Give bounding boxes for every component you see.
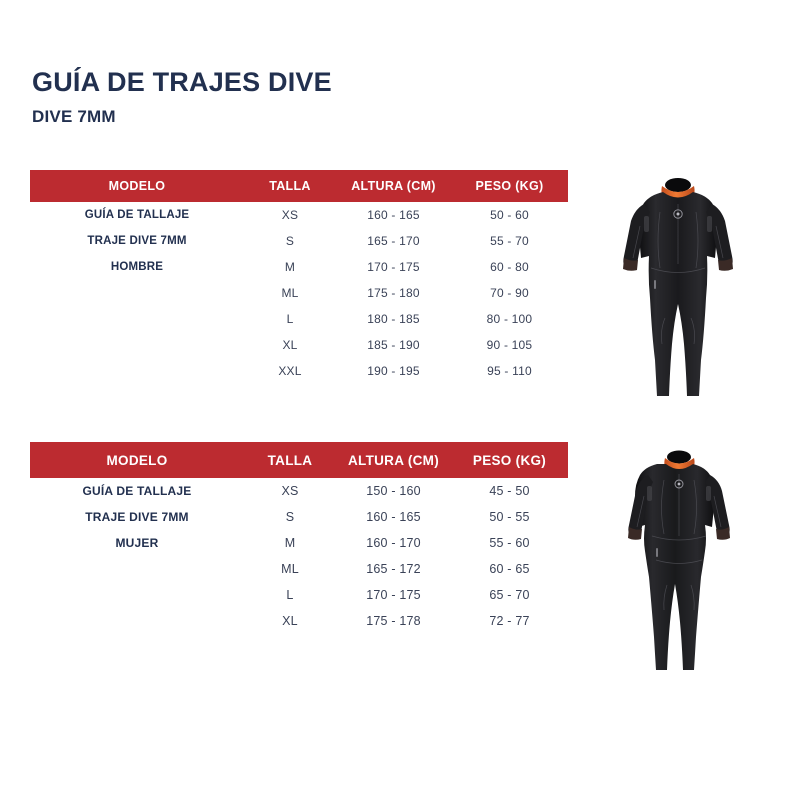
table-row: ML 165 - 172 60 - 65 xyxy=(30,556,568,582)
cell-modelo: HOMBRE xyxy=(110,261,164,273)
column-header-talla: TALLA xyxy=(267,452,313,468)
cell-altura: 170 - 175 xyxy=(366,588,421,602)
cell-altura: 185 - 190 xyxy=(367,338,420,352)
cell-modelo: TRAJE DIVE 7MM xyxy=(85,510,189,524)
cell-talla: XL xyxy=(282,338,298,352)
wetsuit-image-women xyxy=(622,440,736,676)
table-row: HOMBRE M 170 - 175 60 - 80 xyxy=(30,254,568,280)
cell-talla: ML xyxy=(281,562,299,576)
cell-talla: XS xyxy=(281,208,299,222)
cell-peso: 90 - 105 xyxy=(486,338,533,352)
cell-altura: 165 - 172 xyxy=(366,562,421,576)
cell-peso: 50 - 60 xyxy=(490,208,529,222)
cell-talla: L xyxy=(286,312,294,326)
cell-peso: 45 - 50 xyxy=(489,484,530,498)
table-row: XL 185 - 190 90 - 105 xyxy=(30,332,568,358)
cell-talla: ML xyxy=(281,286,299,300)
cell-modelo: TRAJE DIVE 7MM xyxy=(87,235,187,247)
table-row: TRAJE DIVE 7MM S 165 - 170 55 - 70 xyxy=(30,228,568,254)
cell-talla: S xyxy=(285,234,295,248)
cell-modelo: GUÍA DE TALLAJE xyxy=(82,484,192,498)
table-header-row-men: MODELO TALLA ALTURA (CM) PESO (KG) xyxy=(30,170,568,202)
table-row: GUÍA DE TALLAJE XS 160 - 165 50 - 60 xyxy=(30,202,568,228)
cell-peso: 60 - 65 xyxy=(489,562,530,576)
cell-altura: 175 - 178 xyxy=(366,614,421,628)
cell-peso: 55 - 60 xyxy=(489,536,530,550)
cell-peso: 70 - 90 xyxy=(490,286,529,300)
wetsuit-image-men xyxy=(618,168,738,408)
cell-altura: 175 - 180 xyxy=(367,286,420,300)
cell-peso: 72 - 77 xyxy=(489,614,530,628)
cell-talla: M xyxy=(284,536,296,550)
cell-talla: XXL xyxy=(278,364,302,378)
cell-talla: M xyxy=(284,260,296,274)
cell-peso: 95 - 110 xyxy=(487,364,532,378)
column-header-altura: ALTURA (CM) xyxy=(347,452,440,468)
table-row: L 180 - 185 80 - 100 xyxy=(30,306,568,332)
cell-altura: 160 - 170 xyxy=(366,536,421,550)
cell-talla: L xyxy=(286,588,294,602)
cell-altura: 190 - 195 xyxy=(367,364,420,378)
table-row: L 170 - 175 65 - 70 xyxy=(30,582,568,608)
column-header-altura: ALTURA (CM) xyxy=(351,179,436,193)
column-header-talla: TALLA xyxy=(269,179,311,193)
column-header-modelo: MODELO xyxy=(106,452,168,468)
table-row: XL 175 - 178 72 - 77 xyxy=(30,608,568,634)
column-header-modelo: MODELO xyxy=(108,179,166,193)
size-table-women: MODELO TALLA ALTURA (CM) PESO (KG) GUÍA … xyxy=(30,442,568,634)
cell-peso: 60 - 80 xyxy=(490,260,529,274)
cell-altura: 160 - 165 xyxy=(367,208,420,222)
wetsuit-women-illustration xyxy=(628,450,730,670)
cell-peso: 80 - 100 xyxy=(486,312,533,326)
table-row: ML 175 - 180 70 - 90 xyxy=(30,280,568,306)
cell-altura: 160 - 165 xyxy=(366,510,421,524)
page-subtitle: DIVE 7MM xyxy=(32,106,116,126)
wetsuit-men-illustration xyxy=(623,178,733,396)
cell-altura: 150 - 160 xyxy=(366,484,421,498)
cell-talla: S xyxy=(285,510,295,524)
page-title: GUÍA DE TRAJES DIVE xyxy=(32,67,332,97)
table-row: XXL 190 - 195 95 - 110 xyxy=(30,358,568,384)
cell-modelo: GUÍA DE TALLAJE xyxy=(84,209,190,221)
cell-peso: 65 - 70 xyxy=(489,588,530,602)
cell-altura: 180 - 185 xyxy=(367,312,420,326)
cell-talla: XS xyxy=(281,484,299,498)
size-table-men: MODELO TALLA ALTURA (CM) PESO (KG) GUÍA … xyxy=(30,170,568,384)
table-row: MUJER M 160 - 170 55 - 60 xyxy=(30,530,568,556)
cell-altura: 170 - 175 xyxy=(367,260,420,274)
table-header-row-women: MODELO TALLA ALTURA (CM) PESO (KG) xyxy=(30,442,568,478)
cell-modelo: MUJER xyxy=(115,536,159,550)
column-header-peso: PESO (KG) xyxy=(472,452,547,468)
cell-altura: 165 - 170 xyxy=(367,234,420,248)
cell-peso: 55 - 70 xyxy=(490,234,529,248)
table-row: GUÍA DE TALLAJE XS 150 - 160 45 - 50 xyxy=(30,478,568,504)
cell-peso: 50 - 55 xyxy=(489,510,530,524)
cell-talla: XL xyxy=(282,614,298,628)
table-row: TRAJE DIVE 7MM S 160 - 165 50 - 55 xyxy=(30,504,568,530)
title-block: GUÍA DE TRAJES DIVE DIVE 7MM xyxy=(32,67,332,126)
column-header-peso: PESO (KG) xyxy=(475,179,544,193)
